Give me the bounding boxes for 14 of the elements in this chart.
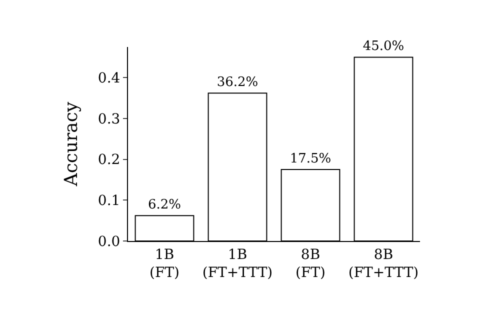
y-axis-title: Accuracy	[61, 101, 82, 188]
y-tick-label: 0.1	[98, 193, 120, 210]
y-tick-label: 0.3	[98, 111, 120, 128]
data-label: 36.2%	[216, 75, 258, 90]
y-tick-label: 0.2	[98, 152, 120, 168]
data-label: 45.0%	[362, 39, 404, 54]
y-tick-label: 0.4	[98, 70, 120, 87]
x-tick-label: 8B (FT+TTT)	[348, 246, 419, 281]
x-tick-label: 8B (FT)	[296, 246, 326, 281]
x-tick-label: 1B (FT+TTT)	[202, 246, 273, 281]
x-tick-label: 1B (FT)	[150, 246, 180, 281]
data-label: 6.2%	[148, 198, 182, 213]
data-label: 17.5%	[290, 152, 332, 167]
y-tick-label: 0.0	[98, 234, 120, 250]
